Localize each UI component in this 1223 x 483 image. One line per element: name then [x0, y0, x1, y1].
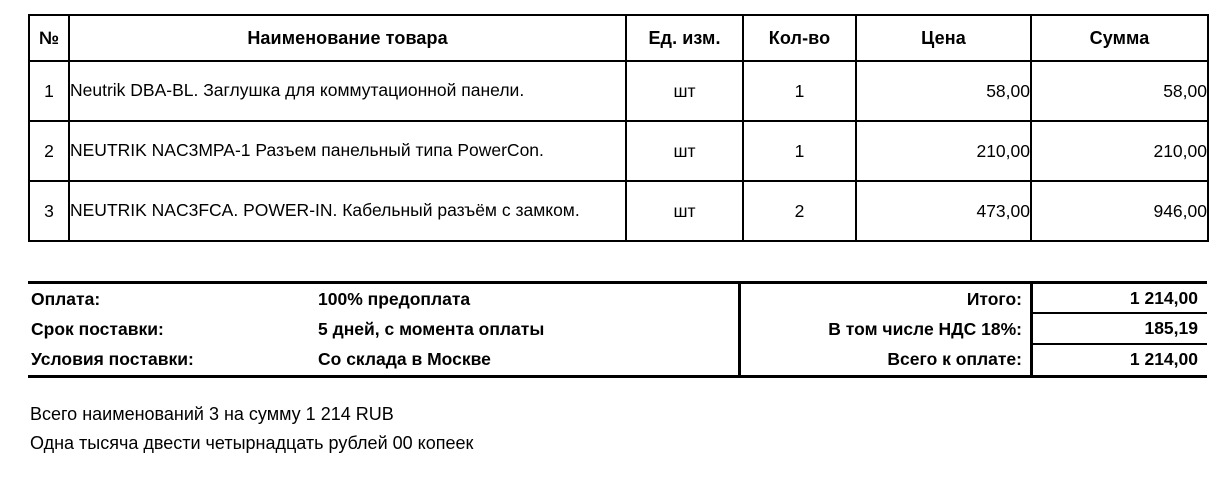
cell-number: 2 — [28, 120, 70, 182]
column-header-unit: Ед. изм. — [625, 14, 744, 62]
totals-value-vat: 185,19 — [1030, 314, 1207, 345]
cell-product-name: Neutrik DBA-BL. Заглушка для коммутацион… — [68, 60, 627, 122]
cell-number: 3 — [28, 180, 70, 242]
cell-price: 473,00 — [855, 180, 1032, 242]
cell-quantity: 1 — [742, 120, 857, 182]
items-table-header: № Наименование товара Ед. изм. Кол-во Це… — [28, 14, 1209, 62]
totals-label-vat: В том числе НДС 18%: — [828, 318, 1022, 339]
table-row: 1 Neutrik DBA-BL. Заглушка для коммутаци… — [28, 60, 1209, 122]
terms-label-delivery-time: Срок поставки: — [31, 318, 164, 339]
table-row: 3 NEUTRIK NAC3FCA. POWER-IN. Кабельный р… — [28, 180, 1209, 242]
cell-quantity: 1 — [742, 60, 857, 122]
summary-top-divider — [28, 281, 1207, 284]
terms-row-delivery-time: Срок поставки: 5 дней, с момента оплаты — [28, 314, 710, 344]
summary-vertical-divider — [738, 284, 741, 375]
totals-list: Итого: 1 214,00 В том числе НДС 18%: 185… — [741, 284, 1207, 375]
summary-bottom-divider — [28, 375, 1207, 378]
column-header-price: Цена — [855, 14, 1032, 62]
terms-value-delivery-conditions: Со склада в Москве — [318, 349, 491, 370]
totals-value-grand-total: 1 214,00 — [1030, 344, 1207, 375]
totals-value-subtotal: 1 214,00 — [1030, 284, 1207, 315]
cell-sum: 210,00 — [1030, 120, 1209, 182]
column-header-name: Наименование товара — [68, 14, 627, 62]
cell-price: 210,00 — [855, 120, 1032, 182]
totals-row-subtotal: Итого: 1 214,00 — [741, 284, 1207, 315]
column-header-number: № — [28, 14, 70, 62]
items-table-body: 1 Neutrik DBA-BL. Заглушка для коммутаци… — [28, 60, 1209, 242]
delivery-terms-list: Оплата: 100% предоплата Срок поставки: 5… — [28, 284, 710, 375]
cell-price: 58,00 — [855, 60, 1032, 122]
items-table: № Наименование товара Ед. изм. Кол-во Це… — [28, 14, 1209, 242]
cell-unit: шт — [625, 120, 744, 182]
cell-unit: шт — [625, 60, 744, 122]
terms-label-payment: Оплата: — [31, 288, 101, 309]
terms-value-delivery-time: 5 дней, с момента оплаты — [318, 318, 545, 339]
table-row: 2 NEUTRIK NAC3MPA-1 Разъем панельный тип… — [28, 120, 1209, 182]
cell-unit: шт — [625, 180, 744, 242]
cell-product-name: NEUTRIK NAC3FCA. POWER-IN. Кабельный раз… — [68, 180, 627, 242]
footer-summary: Всего наименований 3 на сумму 1 214 RUB … — [30, 400, 473, 458]
totals-row-grand-total: Всего к оплате: 1 214,00 — [741, 344, 1207, 375]
footer-line-amount-in-words: Одна тысяча двести четырнадцать рублей 0… — [30, 433, 474, 454]
summary-block: Оплата: 100% предоплата Срок поставки: 5… — [28, 281, 1207, 378]
terms-row-delivery-conditions: Условия поставки: Со склада в Москве — [28, 345, 710, 375]
totals-row-vat: В том числе НДС 18%: 185,19 — [741, 314, 1207, 345]
terms-value-payment: 100% предоплата — [318, 288, 471, 309]
column-header-quantity: Кол-во — [742, 14, 857, 62]
cell-product-name: NEUTRIK NAC3MPA-1 Разъем панельный типа … — [68, 120, 627, 182]
terms-row-payment: Оплата: 100% предоплата — [28, 284, 710, 314]
table-header-row: № Наименование товара Ед. изм. Кол-во Це… — [28, 14, 1209, 62]
column-header-sum: Сумма — [1030, 14, 1209, 62]
cell-number: 1 — [28, 60, 70, 122]
totals-label-subtotal: Итого: — [966, 288, 1022, 309]
cell-quantity: 2 — [742, 180, 857, 242]
cell-sum: 946,00 — [1030, 180, 1209, 242]
cell-sum: 58,00 — [1030, 60, 1209, 122]
footer-line-total-count: Всего наименований 3 на сумму 1 214 RUB — [30, 404, 394, 424]
terms-label-delivery-conditions: Условия поставки: — [31, 349, 194, 370]
totals-label-grand-total: Всего к оплате: — [887, 349, 1022, 370]
